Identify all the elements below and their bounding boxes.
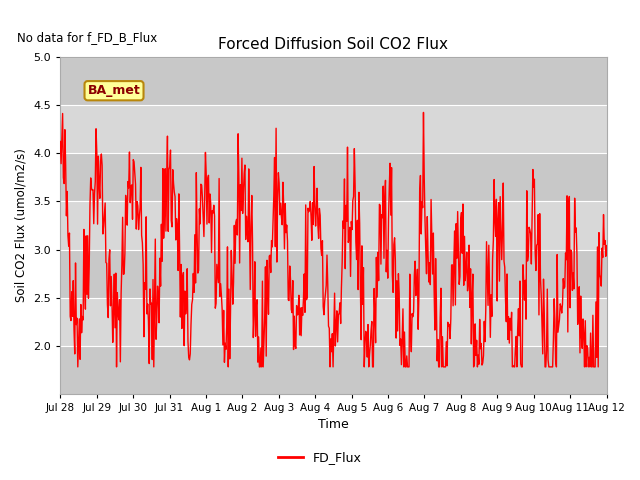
Title: Forced Diffusion Soil CO2 Flux: Forced Diffusion Soil CO2 Flux bbox=[218, 37, 449, 52]
Bar bbox=[60, 298, 607, 346]
Text: No data for f_FD_B_Flux: No data for f_FD_B_Flux bbox=[17, 31, 157, 44]
Bar bbox=[60, 154, 607, 202]
Bar bbox=[60, 57, 607, 105]
Bar bbox=[60, 346, 607, 394]
Bar bbox=[60, 105, 607, 154]
Y-axis label: Soil CO2 Flux (umol/m2/s): Soil CO2 Flux (umol/m2/s) bbox=[15, 149, 28, 302]
X-axis label: Time: Time bbox=[318, 419, 349, 432]
Bar bbox=[60, 202, 607, 250]
Text: BA_met: BA_met bbox=[88, 84, 140, 97]
Legend: FD_Flux: FD_Flux bbox=[273, 446, 367, 469]
Bar bbox=[60, 250, 607, 298]
